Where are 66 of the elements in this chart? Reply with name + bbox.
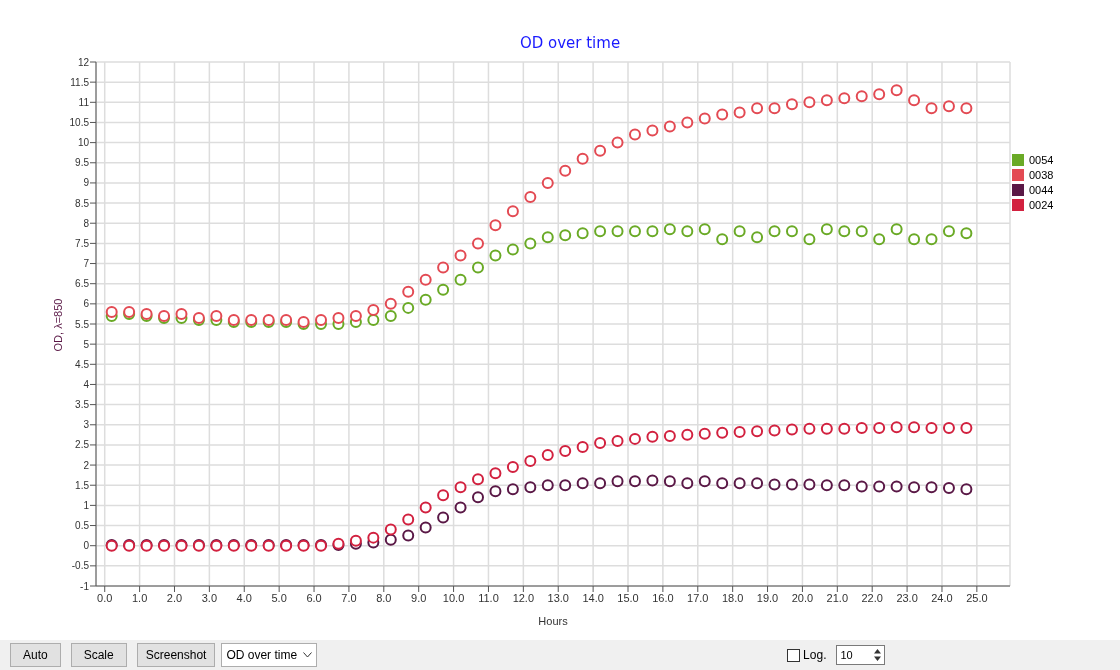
x-tick-label: 6.0 — [306, 591, 322, 604]
x-tick-label: 0.0 — [97, 591, 113, 604]
x-tick-label: 3.0 — [201, 591, 218, 604]
y-tick-label: 5 — [83, 338, 90, 350]
x-tick-label: 10.0 — [442, 591, 465, 604]
y-tick-label: 4 — [83, 379, 90, 391]
x-tick-label: 20.0 — [791, 591, 814, 604]
x-tick-label: 22.0 — [861, 591, 883, 604]
x-tick-label: 12.0 — [512, 591, 535, 604]
y-tick-label: 8 — [83, 217, 90, 229]
legend-label: 0054 — [1029, 153, 1054, 166]
y-tick-label: 4.5 — [75, 358, 90, 370]
x-tick-label: 8.0 — [376, 591, 392, 604]
y-tick-label: -1 — [80, 580, 90, 592]
y-tick-label: 8.5 — [75, 197, 90, 209]
y-tick-label: 1.5 — [75, 479, 90, 491]
y-tick-label: 2 — [83, 459, 90, 471]
x-tick-label: 5.0 — [271, 591, 287, 604]
x-tick-label: 1.0 — [131, 591, 148, 604]
legend-label: 0024 — [1029, 198, 1054, 211]
chart-title: OD over time — [518, 34, 622, 52]
x-tick-label: 18.0 — [721, 591, 744, 604]
text: Auto — [10, 643, 61, 667]
x-tick-label: 13.0 — [547, 591, 569, 604]
y-tick-label: 11 — [78, 96, 90, 108]
y-tick-label: 10.5 — [69, 117, 90, 129]
legend-label: 0038 — [1029, 168, 1054, 181]
x-tick-label: 4.0 — [236, 591, 252, 604]
x-tick-label: 11.0 — [478, 591, 499, 604]
text: Log. — [802, 648, 827, 662]
text: Scale — [70, 643, 127, 667]
y-tick-label: 9 — [83, 177, 90, 189]
text: 10 — [836, 645, 886, 665]
y-tick-label: 10 — [77, 137, 90, 149]
text: OD over time — [221, 643, 318, 667]
y-tick-label: 12 — [77, 56, 90, 68]
y-tick-label: 5.5 — [75, 318, 90, 330]
y-tick-label: 1 — [83, 499, 90, 511]
x-tick-label: 24.0 — [931, 591, 953, 604]
x-tick-label: 23.0 — [896, 591, 918, 604]
x-tick-label: 15.0 — [617, 591, 639, 604]
x-tick-label: 16.0 — [652, 591, 674, 604]
legend-label: 0044 — [1029, 183, 1054, 196]
x-axis-title: Hours — [538, 615, 569, 627]
x-tick-label: 19.0 — [756, 591, 779, 604]
y-tick-label: 6 — [83, 298, 90, 310]
y-axis-title: OD, λ=850 — [52, 298, 64, 352]
y-tick-label: 0 — [83, 540, 90, 552]
x-tick-label: 25.0 — [966, 591, 988, 604]
x-tick-label: 7.0 — [341, 591, 357, 604]
y-tick-label: 3 — [83, 419, 90, 431]
text: Screenshot — [136, 643, 216, 667]
y-tick-label: 2.5 — [75, 439, 90, 451]
x-tick-label: 2.0 — [166, 591, 183, 604]
y-tick-label: 6.5 — [75, 278, 90, 290]
y-tick-label: 7.5 — [75, 237, 90, 249]
y-tick-label: 7 — [83, 258, 90, 270]
y-tick-label: 0.5 — [75, 520, 90, 532]
x-tick-label: 17.0 — [687, 591, 709, 604]
x-tick-label: 21.0 — [826, 591, 849, 604]
y-tick-label: -0.5 — [71, 560, 90, 572]
y-tick-label: 3.5 — [75, 399, 90, 411]
y-tick-label: 11.5 — [70, 76, 90, 88]
y-tick-label: 9.5 — [75, 157, 90, 169]
x-tick-label: 14.0 — [582, 591, 604, 604]
x-tick-label: 9.0 — [411, 591, 427, 604]
